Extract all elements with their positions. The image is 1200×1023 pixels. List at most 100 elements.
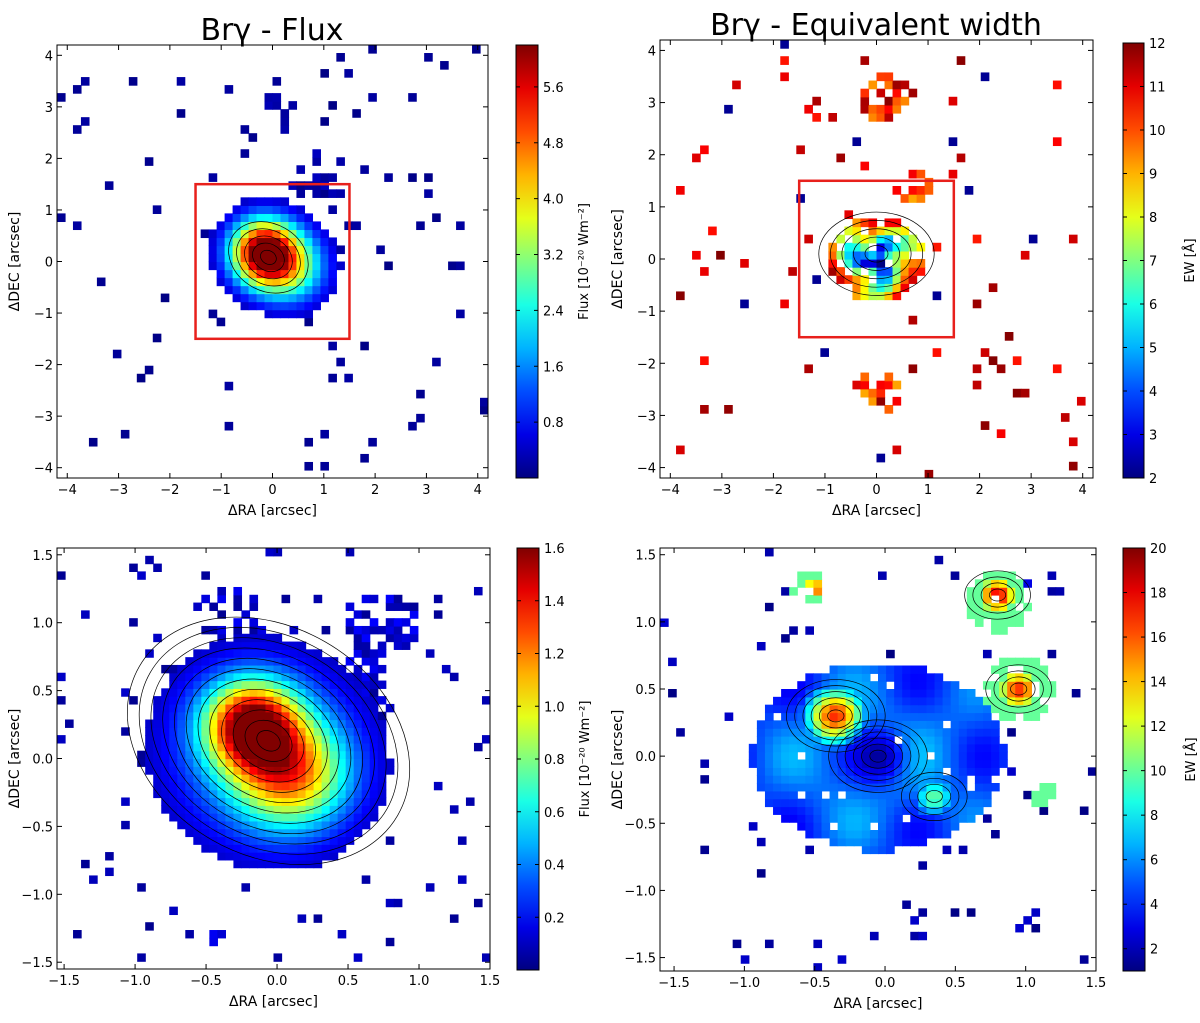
pixel: [813, 712, 823, 721]
pixel: [918, 720, 928, 729]
pixel: [145, 735, 154, 744]
contour: [853, 236, 900, 271]
pixel: [805, 783, 814, 792]
pixel: [273, 813, 283, 822]
pixel: [289, 680, 299, 689]
pixel: [209, 672, 218, 682]
pixel: [312, 253, 321, 263]
pixel: [837, 673, 847, 682]
pixel: [974, 743, 984, 753]
pixel: [869, 931, 879, 941]
pixel: [902, 759, 911, 768]
pixel: [908, 234, 918, 244]
pixel: [756, 837, 766, 847]
x-tick-label: 1.5: [480, 974, 501, 989]
pixel: [369, 696, 379, 705]
pixel: [844, 210, 854, 220]
pixel: [257, 774, 267, 783]
pixel: [950, 790, 960, 800]
pixel: [878, 759, 887, 768]
pixel: [805, 704, 814, 714]
pixel: [280, 213, 290, 223]
pixel: [233, 859, 243, 869]
pixel: [193, 672, 202, 682]
y-axis-label: ΔDEC [arcsec]: [7, 212, 23, 312]
pixel: [201, 836, 210, 845]
pixel: [265, 680, 275, 689]
pixel: [280, 221, 290, 231]
pixel: [312, 149, 321, 158]
pixel: [240, 285, 250, 295]
pixel: [321, 797, 331, 806]
colorbar-tick-label: 6: [1150, 854, 1158, 869]
pixel: [902, 822, 911, 831]
x-tick-label: 0.5: [945, 976, 966, 991]
pixel: [918, 673, 928, 682]
pixel: [344, 69, 353, 78]
pixel: [892, 259, 902, 268]
pixel: [345, 781, 355, 791]
pixel: [153, 774, 162, 783]
pixel: [216, 221, 226, 231]
pixel: [950, 720, 960, 729]
pixel: [313, 844, 323, 853]
pixel: [273, 766, 283, 775]
colorbar-tick-label: 10: [1150, 765, 1167, 780]
pixel: [241, 789, 251, 799]
pixel: [208, 229, 218, 239]
pixel: [902, 830, 911, 839]
pixel: [1020, 388, 1030, 398]
pixel: [910, 814, 919, 823]
pixel: [337, 766, 347, 775]
pixel: [813, 822, 823, 831]
pixel: [248, 205, 258, 214]
pixel: [369, 781, 379, 791]
pixel: [297, 844, 307, 853]
pixel: [161, 774, 170, 783]
pixel: [676, 186, 685, 195]
pixel: [153, 696, 162, 705]
pixel: [264, 245, 274, 255]
pixel: [353, 633, 363, 643]
pixel: [81, 859, 90, 869]
pixel: [313, 914, 323, 923]
pixel: [225, 672, 235, 682]
pixel: [813, 673, 823, 682]
pixel: [345, 828, 355, 838]
pixel: [861, 720, 871, 729]
pixel: [797, 579, 806, 588]
pixel: [256, 205, 266, 214]
pixel: [1007, 602, 1016, 612]
pixel: [950, 712, 960, 721]
pixel: [73, 930, 82, 939]
pixel: [264, 229, 274, 239]
pixel: [273, 859, 283, 869]
pixel: [241, 672, 251, 682]
pixel: [320, 261, 329, 271]
pixel: [193, 766, 202, 775]
pixel: [966, 720, 976, 729]
pixel: [345, 758, 355, 767]
pixel: [926, 783, 936, 792]
pixel: [934, 743, 944, 753]
pixel: [813, 939, 823, 949]
pixel: [773, 798, 782, 808]
pixel: [225, 711, 235, 721]
pixel: [805, 759, 814, 768]
pixel: [233, 836, 243, 845]
pixel: [296, 165, 306, 174]
pixel: [176, 109, 186, 118]
pixel: [861, 712, 871, 721]
pixel: [272, 77, 282, 86]
pixel: [304, 309, 314, 319]
pixel: [934, 720, 944, 729]
pixel: [797, 814, 806, 823]
pixel: [201, 672, 210, 682]
pixel: [161, 735, 170, 744]
pixel: [201, 797, 210, 806]
pixel: [369, 618, 379, 627]
pixel: [813, 783, 823, 792]
pixel: [966, 602, 976, 612]
pixel: [313, 742, 323, 752]
pixel: [999, 665, 1008, 674]
